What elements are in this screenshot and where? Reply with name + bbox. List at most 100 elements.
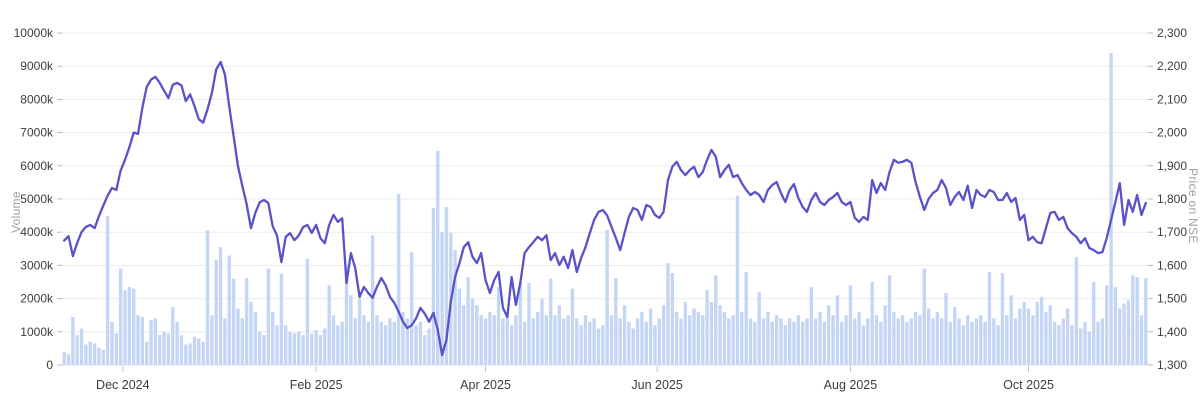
volume-bar[interactable]	[383, 325, 388, 365]
volume-bar[interactable]	[1022, 301, 1026, 365]
volume-bar[interactable]	[592, 318, 596, 365]
volume-bar[interactable]	[957, 318, 961, 365]
volume-bar[interactable]	[79, 328, 84, 365]
volume-bar[interactable]	[644, 321, 648, 365]
volume-bar[interactable]	[944, 292, 948, 365]
price-line[interactable]	[63, 60, 1147, 357]
volume-bar[interactable]	[818, 311, 822, 365]
volume-bar[interactable]	[892, 311, 896, 365]
volume-bar[interactable]	[540, 298, 544, 365]
volume-bar[interactable]	[722, 311, 727, 365]
volume-bar[interactable]	[926, 308, 931, 365]
volume-bar[interactable]	[249, 301, 253, 365]
volume-bar[interactable]	[405, 318, 410, 365]
volume-bar[interactable]	[996, 325, 1000, 365]
volume-bar[interactable]	[857, 311, 861, 365]
volume-bar[interactable]	[827, 305, 831, 365]
volume-bar[interactable]	[1135, 277, 1139, 365]
volume-bar[interactable]	[292, 333, 297, 365]
volume-bar[interactable]	[227, 255, 231, 365]
volume-bar[interactable]	[562, 318, 566, 365]
volume-bar[interactable]	[475, 305, 479, 365]
volume-bar[interactable]	[900, 315, 905, 365]
volume-bar[interactable]	[401, 311, 405, 365]
volume-bar[interactable]	[205, 230, 210, 365]
volume-bar[interactable]	[879, 321, 883, 365]
volume-bar[interactable]	[727, 318, 731, 365]
volume-bar[interactable]	[809, 286, 814, 365]
volume-bar[interactable]	[1044, 311, 1048, 365]
volume-bar[interactable]	[813, 318, 818, 365]
volume-bar[interactable]	[701, 315, 705, 365]
volume-bar[interactable]	[318, 335, 323, 365]
volume-bar[interactable]	[1118, 308, 1122, 365]
volume-bar[interactable]	[1122, 303, 1126, 365]
volume-bar[interactable]	[210, 315, 214, 365]
volume-bar[interactable]	[1039, 296, 1044, 365]
volume-bar[interactable]	[983, 321, 987, 365]
volume-bar[interactable]	[753, 321, 757, 365]
volume-bar[interactable]	[444, 206, 449, 365]
volume-bar[interactable]	[340, 321, 344, 365]
volume-bar[interactable]	[223, 318, 227, 365]
volume-bar[interactable]	[718, 305, 722, 365]
volume-bar[interactable]	[609, 315, 614, 365]
volume-bar[interactable]	[1000, 273, 1005, 365]
volume-bar[interactable]	[427, 328, 431, 365]
volume-bar[interactable]	[696, 311, 701, 365]
volume-bar[interactable]	[201, 341, 205, 365]
volume-bar[interactable]	[588, 321, 592, 365]
volume-bar[interactable]	[757, 291, 761, 365]
volume-bar[interactable]	[396, 194, 401, 365]
volume-bar[interactable]	[800, 321, 805, 365]
volume-bar[interactable]	[840, 321, 844, 365]
volume-bar[interactable]	[284, 325, 288, 365]
volume-bar[interactable]	[275, 325, 279, 365]
volume-bar[interactable]	[114, 333, 118, 365]
volume-bar[interactable]	[97, 347, 101, 365]
volume-bar[interactable]	[748, 318, 753, 365]
volume-bar[interactable]	[740, 311, 744, 365]
volume-bar[interactable]	[101, 349, 105, 365]
volume-bar[interactable]	[362, 315, 366, 365]
volume-bar[interactable]	[570, 288, 575, 365]
volume-bar[interactable]	[870, 282, 874, 365]
volume-bar[interactable]	[92, 343, 97, 365]
volume-bar[interactable]	[557, 305, 562, 365]
volume-bar[interactable]	[88, 341, 92, 365]
volume-bar[interactable]	[149, 320, 153, 365]
volume-bar[interactable]	[509, 325, 514, 365]
volume-bar[interactable]	[774, 315, 779, 365]
volume-bar[interactable]	[231, 278, 236, 365]
volume-bar[interactable]	[75, 335, 79, 365]
volume-bar[interactable]	[492, 315, 496, 365]
volume-bar[interactable]	[423, 335, 427, 365]
volume-bar[interactable]	[966, 315, 970, 365]
volume-bar[interactable]	[705, 289, 709, 365]
volume-bar[interactable]	[84, 344, 88, 365]
volume-bar[interactable]	[553, 315, 557, 365]
volume-bar[interactable]	[136, 315, 140, 365]
volume-bar[interactable]	[618, 318, 622, 365]
volume-bar[interactable]	[501, 318, 505, 365]
volume-bar[interactable]	[1026, 308, 1031, 365]
volume-bar[interactable]	[670, 273, 675, 365]
volume-bar[interactable]	[179, 335, 184, 365]
volume-bar[interactable]	[496, 286, 501, 365]
volume-bar[interactable]	[197, 338, 201, 365]
volume-bar[interactable]	[579, 325, 583, 365]
volume-bar[interactable]	[62, 352, 66, 365]
volume-bar[interactable]	[1083, 321, 1087, 365]
volume-bar[interactable]	[922, 268, 926, 365]
volume-bar[interactable]	[575, 318, 579, 365]
volume-bar[interactable]	[835, 295, 840, 365]
volume-bar[interactable]	[796, 315, 801, 365]
volume-bar[interactable]	[418, 321, 423, 365]
volume-bar[interactable]	[905, 321, 909, 365]
volume-bar[interactable]	[409, 252, 414, 365]
volume-bar[interactable]	[297, 331, 301, 365]
volume-bar[interactable]	[679, 318, 683, 365]
volume-bar[interactable]	[896, 318, 900, 365]
volume-bar[interactable]	[974, 318, 979, 365]
